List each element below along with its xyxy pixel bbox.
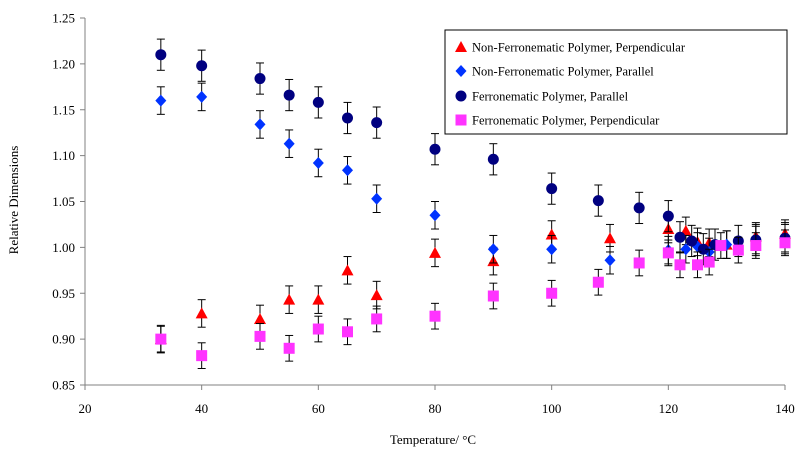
data-point [674,259,686,271]
y-tick-label: 1.05 [52,194,75,209]
legend-label: Ferronematic Polymer, Perpendicular [472,114,660,128]
data-point [342,164,353,177]
data-point [155,333,167,345]
legend-label: Ferronematic Polymer, Parallel [472,90,629,104]
data-point [371,192,383,205]
y-axis-label: Relative Dimensions [6,146,21,255]
data-point [155,94,167,107]
data-point [592,195,604,207]
data-point [546,183,558,195]
data-point [487,290,499,302]
x-tick-label: 20 [79,401,92,416]
data-point [283,293,296,305]
data-point [254,118,266,131]
data-point [732,244,744,256]
data-point [546,243,558,256]
data-point [283,137,295,150]
data-point [429,246,441,258]
data-point [312,323,324,335]
data-point [487,243,499,256]
data-point [283,342,295,354]
data-point [342,112,353,124]
legend-marker [455,65,467,77]
data-point [750,240,762,252]
series-4 [155,229,791,369]
data-point [545,228,558,240]
data-point [429,143,441,155]
data-point [254,312,266,324]
data-point [312,96,324,108]
x-tick-label: 120 [659,401,679,416]
data-point [487,153,499,165]
data-point [592,276,604,288]
data-point [312,156,324,169]
data-point [371,313,383,325]
data-point [196,90,208,103]
data-point [341,264,354,276]
data-point [779,237,791,249]
data-point [195,307,208,319]
data-point [604,232,616,244]
data-point [662,247,674,259]
x-axis-label: Temperature/ °C [390,432,476,447]
data-point [604,254,616,267]
data-point [254,73,266,85]
x-tick-label: 60 [312,401,325,416]
data-point [283,89,295,101]
plot-area [154,38,791,369]
legend-marker [455,114,467,126]
series-1 [154,214,791,354]
data-point [312,293,325,305]
data-point [715,240,727,252]
x-tick-label: 40 [195,401,208,416]
legend: Non-Ferronematic Polymer, Perpendicular N… [444,29,788,135]
data-point [546,287,558,299]
y-ticks: 0.85 0.90 0.95 1.00 1.05 1.10 1.15 1.20 1.25 [52,11,85,393]
y-tick-label: 1.15 [52,102,75,117]
y-tick-label: 1.25 [52,11,75,26]
data-point [155,49,167,61]
y-tick-label: 0.95 [52,286,75,301]
data-point [254,330,266,342]
data-point [371,117,383,129]
data-point [429,310,441,322]
legend-box [444,29,788,135]
x-tick-label: 140 [775,401,795,416]
data-point [686,235,698,247]
data-point [342,326,353,338]
y-tick-label: 0.90 [52,332,75,347]
legend-marker [455,41,467,52]
data-point [674,231,686,243]
x-ticks: 20 40 60 80 100 120 140 [79,385,795,416]
data-point [692,259,703,271]
data-point [633,257,645,269]
y-tick-label: 1.00 [52,240,75,255]
data-point [196,350,208,362]
y-tick-label: 1.10 [52,148,75,163]
data-point [196,60,208,72]
y-tick-label: 0.85 [52,378,75,393]
y-tick-label: 1.20 [52,56,75,71]
data-point [703,256,715,268]
legend-label: Non-Ferronematic Polymer, Parallel [472,65,654,79]
data-point [633,202,645,214]
data-point [429,209,441,222]
data-point [662,210,674,222]
x-tick-label: 80 [429,401,442,416]
data-point [370,289,383,301]
legend-marker [455,90,467,102]
x-tick-label: 100 [542,401,562,416]
legend-label: Non-Ferronematic Polymer, Perpendicular [472,41,686,55]
